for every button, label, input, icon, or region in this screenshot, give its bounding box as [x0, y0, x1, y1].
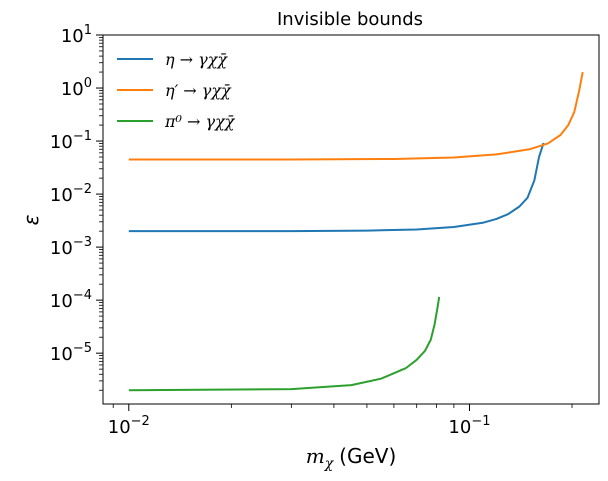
y-tick-label: 10−2	[50, 182, 92, 206]
chart-title: Invisible bounds	[277, 9, 423, 30]
y-tick-label: 10−1	[50, 129, 92, 153]
x-axis-label-sub: χ	[324, 456, 335, 472]
x-axis-label-main: m	[306, 444, 325, 468]
x-axis-label-unit: (GeV)	[339, 444, 396, 468]
y-tick-label: 101	[61, 23, 92, 47]
series-layer	[128, 71, 584, 392]
tick-label-layer: 10−2 10−1 10−5 10−4 10−3 10−2 10−1 100 101	[50, 23, 491, 438]
series-line-1	[128, 71, 584, 161]
y-tick-label: 10−3	[50, 235, 92, 259]
legend: η → γχχ̄ η′ → γχχ̄ π⁰ → γχχ̄	[117, 50, 236, 131]
series-line-0	[128, 142, 545, 233]
y-tick-label: 10−4	[50, 288, 92, 312]
x-axis-label: mχ (GeV)	[306, 444, 397, 472]
y-tick-label: 10−5	[50, 341, 92, 365]
x-tick-label: 10−1	[448, 414, 490, 438]
y-tick-label: 100	[61, 76, 92, 100]
y-axis-label: ε	[19, 214, 43, 225]
series-line-2	[128, 296, 441, 392]
legend-label-eta-prime: η′ → γχχ̄	[165, 81, 232, 100]
tick-layer	[96, 34, 573, 411]
legend-label-pi0: π⁰ → γχχ̄	[164, 112, 236, 131]
plot-frame	[102, 34, 600, 405]
legend-label-eta: η → γχχ̄	[165, 50, 228, 69]
x-tick-label: 10−2	[108, 414, 150, 438]
